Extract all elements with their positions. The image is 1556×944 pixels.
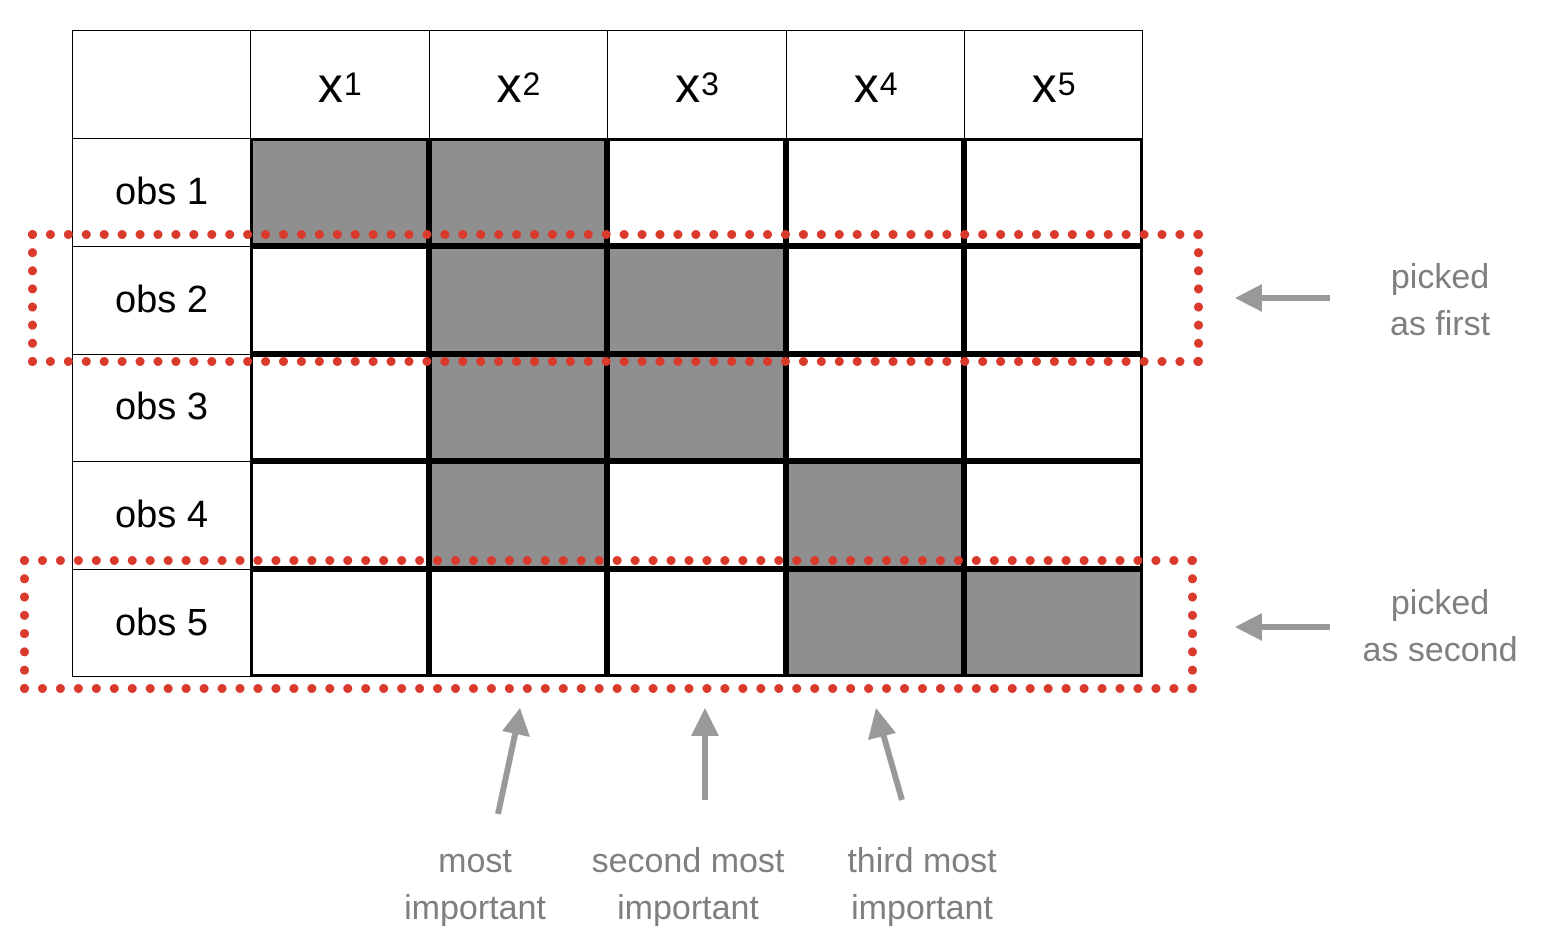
annotation-line: picked [1390,584,1490,622]
cell-obs3-x3 [607,353,786,462]
variable-subscript: 1 [343,66,362,102]
variable-symbol: x [675,56,701,113]
variable-subscript: 3 [701,66,719,102]
annotation-line: as first [1389,305,1491,343]
highlight-box-obs-5 [20,556,1197,693]
cell-obs1-x5 [964,138,1143,246]
annotation-line: important [617,889,759,927]
cell-obs5-x2 [428,569,608,677]
arrow-second-most-important-head [691,708,719,736]
variable-subscript: 4 [879,66,898,102]
annotation-line: important [851,889,993,927]
arrow-picked-second-head [1235,613,1262,641]
cell-obs2-x3 [607,245,786,354]
row-label-obs-1: obs 1 [72,138,250,246]
annotation-line: picked [1390,258,1490,296]
cell-obs2-x2 [428,245,608,354]
arrow-picked-first-head [1235,284,1262,312]
row-label-obs-2: obs 2 [72,245,250,354]
cell-obs5-x3 [607,569,786,677]
corner-cell [72,30,250,138]
highlight-box-obs-2 [28,230,1203,366]
annotation-second-most-important: second most important [568,838,808,932]
annotation-line: third most [847,842,997,880]
cell-obs3-x1 [250,353,429,462]
cell-obs2-x1 [250,245,429,354]
cell-obs4-x5 [964,461,1143,570]
arrow-third-most-important [879,729,905,801]
row-label-obs-4: obs 4 [72,461,250,570]
variable-subscript: 2 [522,66,541,102]
annotation-line: most [438,842,512,880]
variable-symbol: x [1031,56,1057,113]
cell-obs1-x4 [785,138,965,246]
cell-obs3-x5 [964,353,1143,462]
variable-symbol: x [853,56,879,113]
cell-obs1-x2 [428,138,608,246]
cell-obs3-x2 [428,353,608,462]
annotation-most-important: most important [375,838,575,932]
cell-obs4-x2 [428,461,608,570]
annotation-picked-first: picked as first [1340,254,1540,348]
cell-obs4-x4 [785,461,965,570]
cell-obs5-x5 [964,569,1143,677]
cell-obs3-x4 [785,353,965,462]
variable-symbol: x [317,56,343,113]
variable-symbol: x [496,56,522,113]
annotation-line: as second [1362,631,1518,669]
arrow-most-important-head [502,708,530,737]
row-label-obs-5: obs 5 [72,569,250,677]
cell-obs4-x1 [250,461,429,570]
arrow-third-most-important-head [868,708,896,740]
annotation-third-most-important: third most important [822,838,1022,932]
cell-obs5-x1 [250,569,429,677]
cell-obs2-x5 [964,245,1143,354]
cell-obs4-x3 [607,461,786,570]
annotation-line: second most [591,842,785,880]
cell-obs1-x3 [607,138,786,246]
cell-obs5-x4 [785,569,965,677]
cell-obs1-x1 [250,138,429,246]
annotation-picked-second: picked as second [1335,580,1545,674]
annotation-line: important [404,889,546,927]
cell-obs2-x4 [785,245,965,354]
row-label-obs-3: obs 3 [72,353,250,462]
variable-subscript: 5 [1057,66,1076,102]
arrow-most-important [495,729,519,815]
